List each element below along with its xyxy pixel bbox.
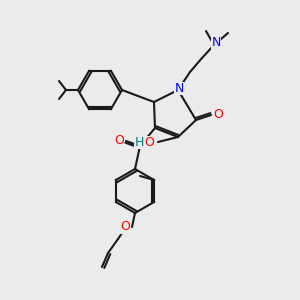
Text: N: N	[174, 82, 184, 94]
Text: H: H	[134, 136, 144, 148]
Text: O: O	[144, 136, 154, 148]
Text: N: N	[211, 37, 221, 50]
Text: O: O	[114, 134, 124, 148]
Text: O: O	[120, 220, 130, 233]
Text: O: O	[213, 109, 223, 122]
